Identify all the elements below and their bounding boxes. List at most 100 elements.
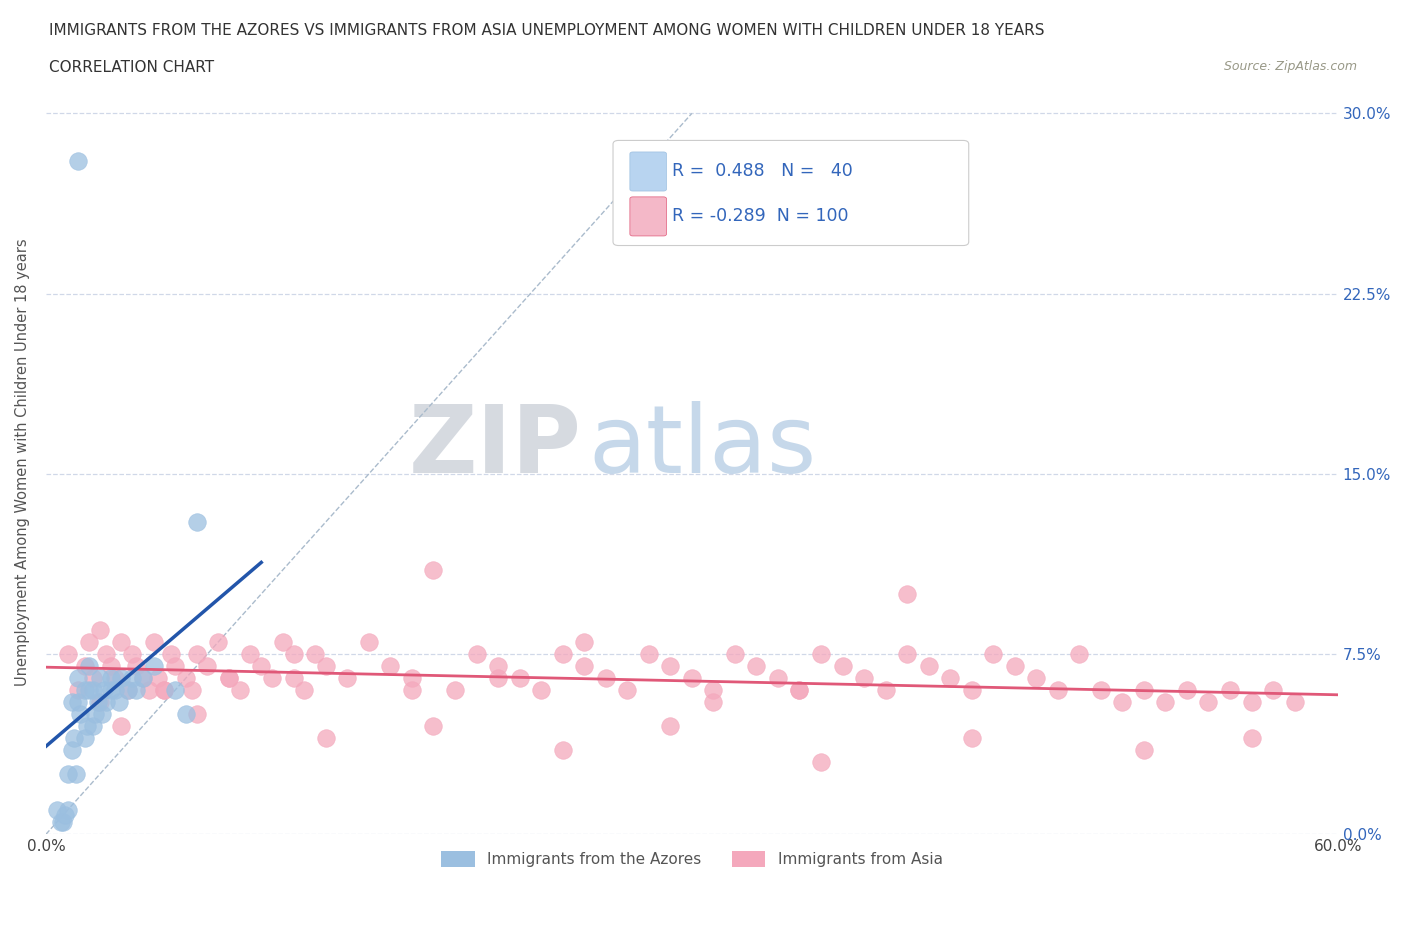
Point (315, 731, 337, 746)
Point (117, 683, 139, 698)
Point (69, 707, 91, 722)
Point (63, 731, 86, 746)
Point (104, 683, 127, 698)
Point (1198, 695, 1220, 710)
Point (271, 634, 294, 649)
Point (165, 658, 187, 673)
Point (77, 683, 100, 698)
Point (142, 658, 165, 673)
Point (160, 646, 183, 661)
Point (724, 646, 747, 661)
Point (218, 671, 240, 685)
Point (86, 695, 108, 710)
Point (142, 634, 165, 649)
Point (60, 695, 83, 710)
Point (444, 683, 467, 698)
Point (659, 719, 682, 734)
Point (509, 671, 531, 685)
Point (138, 683, 160, 698)
Point (89, 622, 111, 637)
Point (110, 671, 132, 685)
Point (1025, 671, 1047, 685)
Point (681, 671, 703, 685)
Point (422, 719, 444, 734)
Point (875, 683, 897, 698)
Point (132, 671, 155, 685)
Point (84, 707, 107, 722)
Point (572, 634, 595, 649)
Point (73, 731, 96, 746)
Point (1154, 695, 1177, 710)
Point (960, 731, 983, 746)
Point (67, 154, 90, 169)
Point (77, 658, 100, 673)
Point (304, 646, 326, 661)
Point (283, 671, 305, 685)
Point (73, 683, 96, 698)
Text: R =  0.488   N =   40: R = 0.488 N = 40 (672, 163, 853, 180)
Point (1240, 731, 1263, 746)
Point (132, 671, 155, 685)
Point (1004, 658, 1026, 673)
Point (100, 683, 122, 698)
Point (422, 563, 444, 578)
Point (789, 683, 811, 698)
Point (572, 658, 595, 673)
Point (45, 803, 67, 817)
Point (56, 646, 79, 661)
Point (121, 671, 143, 685)
Point (53, 807, 76, 822)
Point (165, 683, 187, 698)
Point (125, 683, 148, 698)
Point (186, 707, 208, 722)
Point (1175, 683, 1198, 698)
Point (96, 646, 118, 661)
Point (121, 646, 143, 661)
Legend: Immigrants from the Azores, Immigrants from Asia: Immigrants from the Azores, Immigrants f… (433, 844, 950, 875)
Point (181, 683, 204, 698)
Point (73, 658, 96, 673)
Point (1133, 743, 1156, 758)
Point (595, 671, 617, 685)
Point (960, 683, 983, 698)
Point (1090, 683, 1112, 698)
Point (831, 658, 853, 673)
Point (110, 719, 132, 734)
Point (659, 658, 682, 673)
Point (82, 683, 104, 698)
Point (67, 683, 90, 698)
Point (174, 671, 197, 685)
Point (89, 695, 111, 710)
Point (810, 646, 832, 661)
Point (146, 671, 169, 685)
Point (100, 671, 122, 685)
Point (60, 743, 83, 758)
Point (896, 646, 918, 661)
Point (67, 671, 90, 685)
Point (789, 683, 811, 698)
Point (108, 695, 131, 710)
Point (530, 683, 553, 698)
Point (56, 766, 79, 781)
Point (89, 671, 111, 685)
Point (1069, 646, 1091, 661)
Point (637, 646, 659, 661)
Text: IMMIGRANTS FROM THE AZORES VS IMMIGRANTS FROM ASIA UNEMPLOYMENT AMONG WOMEN WITH: IMMIGRANTS FROM THE AZORES VS IMMIGRANTS… (49, 23, 1045, 38)
Point (153, 683, 176, 698)
Point (56, 803, 79, 817)
Point (49, 815, 72, 830)
Point (1133, 683, 1156, 698)
Text: CORRELATION CHART: CORRELATION CHART (49, 60, 214, 75)
Point (186, 646, 208, 661)
Point (93, 683, 115, 698)
Point (260, 671, 283, 685)
Y-axis label: Unemployment Among Women with Children Under 18 years: Unemployment Among Women with Children U… (15, 238, 30, 685)
Point (77, 634, 100, 649)
Point (616, 683, 638, 698)
Point (551, 646, 574, 661)
Point (82, 719, 104, 734)
Point (117, 683, 139, 698)
Point (357, 634, 380, 649)
Point (401, 671, 423, 685)
Point (239, 646, 262, 661)
